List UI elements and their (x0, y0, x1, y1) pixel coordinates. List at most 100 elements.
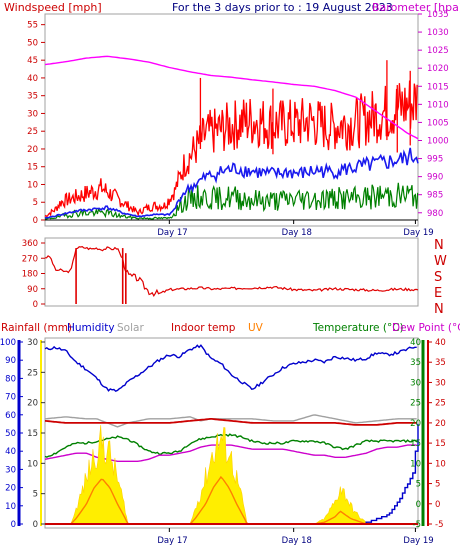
baro-tick-label: 985 (427, 191, 443, 201)
chart-title: For the 3 days prior to : 19 August 2023 (172, 1, 393, 14)
dew-tick-label: -5 (435, 520, 443, 530)
humidity-label: Humidity (67, 322, 115, 334)
temp-x-tick-label: Day 17 (157, 536, 187, 546)
baro-tick-label: 1010 (427, 100, 449, 110)
direction-tick-label: 0 (33, 300, 38, 310)
rain-tick-label: 80 (5, 374, 16, 384)
temp-tick-label: 20 (410, 419, 421, 429)
dew-tick-label: 35 (435, 358, 446, 368)
compass-label: S (434, 270, 442, 285)
humidity-series (44, 344, 417, 393)
dew-point-label: Dew Point (°C) (392, 322, 460, 334)
wind-tick-label: 45 (27, 56, 38, 66)
baro-tick-label: 1020 (427, 64, 449, 74)
compass-label: N (434, 302, 444, 317)
wind-x-tick-label: Day 17 (157, 228, 187, 238)
temp-tick-label: 30 (410, 378, 421, 388)
dew-tick-label: 30 (435, 378, 446, 388)
dew-tick-label: 10 (435, 459, 446, 469)
temp-series (44, 433, 418, 458)
baro-tick-label: 995 (427, 155, 443, 165)
left2-tick-label: 25 (27, 368, 38, 378)
temp-tick-label: 15 (410, 439, 421, 449)
temperature-label: Temperature (°C) (312, 322, 404, 334)
barometer-label: Barometer [hpa] (372, 1, 460, 14)
barometer-series (44, 55, 419, 140)
low-wind-series (44, 182, 419, 220)
temp-x-tick-label: Day 19 (403, 536, 433, 546)
temp-tick-label: 10 (410, 459, 421, 469)
left2-tick-label: 30 (27, 338, 38, 348)
wind-tick-label: 0 (33, 216, 38, 226)
uv-label: UV (248, 322, 264, 334)
wind-x-tick-label: Day 19 (403, 228, 433, 238)
rain-tick-label: 70 (5, 393, 16, 403)
rain-tick-label: 60 (5, 411, 16, 421)
wind-tick-label: 55 (27, 21, 38, 31)
temp-tick-label: 5 (416, 480, 421, 490)
temp-x-tick-label: Day 18 (282, 536, 312, 546)
gust-series (44, 80, 418, 218)
baro-tick-label: 980 (427, 209, 443, 219)
left2-tick-label: 10 (27, 459, 38, 469)
rain-tick-label: 20 (5, 484, 16, 494)
wind-tick-label: 15 (27, 163, 38, 173)
dew-tick-label: 0 (435, 500, 440, 510)
windspeed-label: Windspeed [mph] (4, 1, 102, 14)
temp-tick-label: 40 (410, 338, 421, 348)
baro-tick-label: 1030 (427, 28, 449, 38)
direction-tick-label: 180 (22, 270, 38, 280)
wind-tick-label: 20 (27, 145, 38, 155)
baro-tick-label: 1005 (427, 118, 449, 128)
compass-label: W (434, 254, 447, 269)
temp-tick-label: -5 (413, 520, 421, 530)
avg-wind-series (44, 147, 419, 219)
direction-panel-plot (45, 246, 419, 304)
left2-tick-label: 0 (33, 520, 38, 530)
rain-series (45, 423, 419, 525)
wind-panel-plot (44, 55, 419, 220)
baro-tick-label: 1025 (427, 46, 449, 56)
wind-tick-label: 50 (27, 38, 38, 48)
direction-tick-label: 90 (27, 285, 38, 295)
wind-tick-label: 35 (27, 92, 38, 102)
left2-tick-label: 20 (27, 399, 38, 409)
temp-tick-label: 35 (410, 358, 421, 368)
dew-tick-label: 40 (435, 338, 446, 348)
baro-tick-label: 990 (427, 173, 443, 183)
wind-tick-label: 30 (27, 109, 38, 119)
left2-tick-label: 15 (27, 429, 38, 439)
left2-tick-label: 5 (33, 490, 38, 500)
rain-temp-panel-plot (44, 344, 419, 525)
baro-tick-label: 1035 (427, 10, 449, 20)
rainfall-label: Rainfall (mm) (1, 322, 72, 334)
dew-tick-label: 15 (435, 439, 446, 449)
direction-tick-label: 360 (22, 239, 38, 249)
wind-tick-label: 25 (27, 127, 38, 137)
compass-label: N (434, 238, 444, 253)
rain-tick-label: 30 (5, 465, 16, 475)
temp-tick-label: 0 (416, 500, 421, 510)
wind-tick-label: 10 (27, 180, 38, 190)
rain-tick-label: 10 (5, 502, 16, 512)
compass-label: E (434, 286, 442, 301)
solar-label: Solar (117, 322, 144, 334)
rain-tick-label: 40 (5, 447, 16, 457)
dew-tick-label: 25 (435, 399, 446, 409)
direction-panel-frame (44, 237, 419, 307)
baro-tick-label: 1000 (427, 136, 449, 146)
rain-tick-label: 0 (11, 520, 16, 530)
indoor-series (44, 418, 417, 426)
dew-tick-label: 20 (435, 419, 446, 429)
uv-series (45, 475, 417, 525)
rain-tick-label: 50 (5, 429, 16, 439)
temp-tick-label: 25 (410, 399, 421, 409)
direction-tick-label: 270 (22, 254, 38, 264)
direction-series (45, 246, 419, 297)
rain-tick-label: 90 (5, 356, 16, 366)
axes: 0510152025303540455055980985990995100010… (0, 10, 449, 546)
rain-tick-label: 100 (0, 338, 16, 348)
wind-tick-label: 40 (27, 74, 38, 84)
wind-x-tick-label: Day 18 (282, 228, 312, 238)
